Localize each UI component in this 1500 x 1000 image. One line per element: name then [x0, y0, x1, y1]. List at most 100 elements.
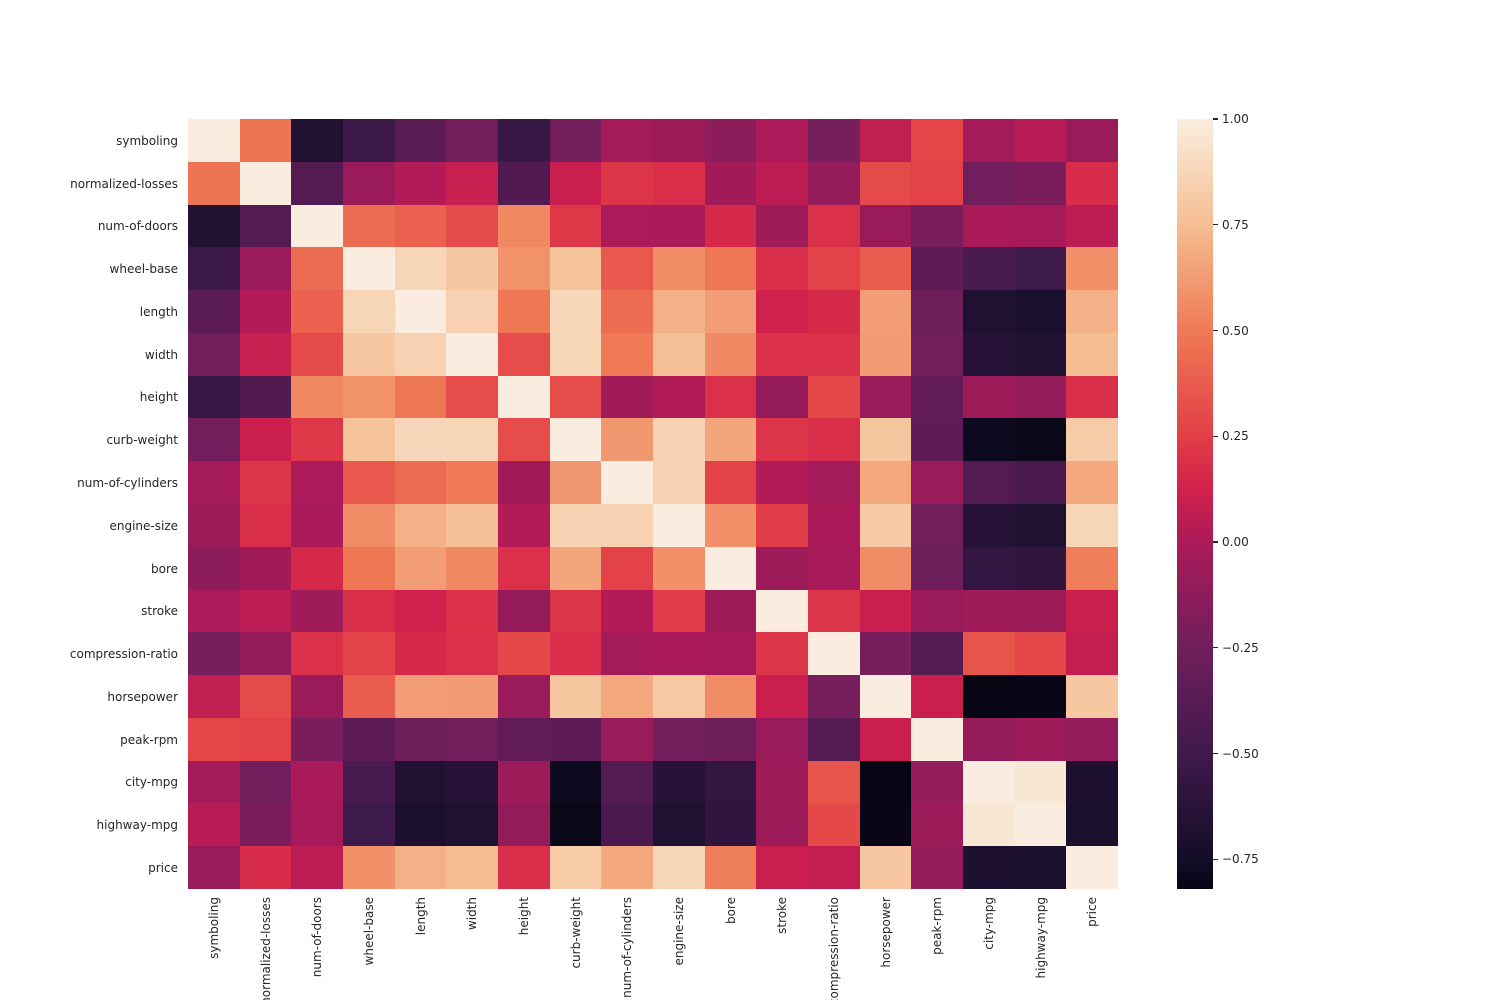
heatmap-cell	[963, 504, 1015, 547]
heatmap-cell	[1015, 418, 1066, 461]
heatmap-cell	[705, 803, 756, 846]
heatmap-cell	[498, 376, 550, 418]
heatmap-cell	[291, 333, 343, 376]
y-tick-label: horsepower	[107, 689, 178, 704]
heatmap-cell	[911, 504, 963, 547]
heatmap-cell	[860, 461, 911, 504]
heatmap-cell	[395, 675, 446, 718]
heatmap-cell	[1015, 461, 1066, 504]
heatmap-cell	[756, 590, 808, 632]
heatmap-cell	[395, 376, 446, 418]
heatmap-cell	[291, 718, 343, 761]
heatmap-cell	[395, 333, 446, 376]
heatmap-cell	[963, 418, 1015, 461]
x-tick-label: height	[498, 897, 550, 1000]
x-tick-label: stroke	[756, 897, 808, 1000]
heatmap-cell	[653, 333, 705, 376]
heatmap-cell	[1015, 846, 1066, 889]
heatmap-cell	[756, 718, 808, 761]
heatmap-cell	[1015, 590, 1066, 632]
heatmap-cell	[498, 247, 550, 290]
heatmap-cell	[860, 718, 911, 761]
heatmap-cell	[550, 590, 601, 632]
heatmap-cell	[343, 290, 395, 333]
heatmap-cell	[963, 247, 1015, 290]
x-tick-label-text: num-of-cylinders	[620, 897, 634, 998]
heatmap-cell	[911, 675, 963, 718]
heatmap-cell	[756, 119, 808, 162]
heatmap-cell	[395, 846, 446, 889]
heatmap-cell	[963, 547, 1015, 590]
heatmap-cell	[653, 504, 705, 547]
heatmap-cell	[188, 632, 240, 675]
colorbar-tick-mark	[1213, 435, 1218, 437]
heatmap-cell	[911, 461, 963, 504]
y-tick-label: peak-rpm	[120, 732, 178, 747]
heatmap-cell	[291, 590, 343, 632]
heatmap-cell	[550, 162, 601, 205]
heatmap-cell	[601, 761, 653, 803]
heatmap-cell	[1066, 418, 1118, 461]
heatmap-cell	[1066, 247, 1118, 290]
heatmap-cell	[756, 162, 808, 205]
colorbar-tick-mark	[1213, 541, 1218, 543]
heatmap-cell	[653, 718, 705, 761]
heatmap-cell	[860, 761, 911, 803]
heatmap-cell	[808, 803, 860, 846]
heatmap-cell	[446, 205, 498, 247]
heatmap-cell	[808, 547, 860, 590]
heatmap-cell	[756, 504, 808, 547]
heatmap-cell	[395, 205, 446, 247]
heatmap-cell	[550, 761, 601, 803]
heatmap-cell	[395, 290, 446, 333]
heatmap-cell	[240, 632, 291, 675]
heatmap-cell	[188, 461, 240, 504]
heatmap-cell	[550, 461, 601, 504]
heatmap-cell	[653, 590, 705, 632]
x-tick-label: bore	[705, 897, 756, 1000]
heatmap-cell	[550, 290, 601, 333]
heatmap-cell	[395, 547, 446, 590]
colorbar-tick-label: −0.75	[1222, 852, 1259, 867]
heatmap-cell	[653, 846, 705, 889]
heatmap-cell	[550, 376, 601, 418]
heatmap-cell	[601, 718, 653, 761]
heatmap-cell	[395, 461, 446, 504]
heatmap-cell	[240, 761, 291, 803]
heatmap-cell	[653, 119, 705, 162]
heatmap-cell	[653, 547, 705, 590]
heatmap-cell	[240, 119, 291, 162]
heatmap-cell	[498, 162, 550, 205]
heatmap-cell	[756, 376, 808, 418]
heatmap-cell	[498, 461, 550, 504]
heatmap-cell	[446, 846, 498, 889]
heatmap-cell	[808, 461, 860, 504]
heatmap-cell	[860, 290, 911, 333]
heatmap-cell	[446, 461, 498, 504]
heatmap-cell	[1066, 632, 1118, 675]
heatmap-cell	[1066, 461, 1118, 504]
x-tick-label: symboling	[188, 897, 240, 1000]
heatmap-cell	[1066, 761, 1118, 803]
heatmap-cell	[291, 247, 343, 290]
colorbar-tick-label: −0.25	[1222, 640, 1259, 655]
heatmap-cell	[240, 205, 291, 247]
colorbar-tick-label: 0.25	[1222, 429, 1249, 444]
heatmap-cell	[860, 376, 911, 418]
heatmap-cell	[498, 803, 550, 846]
heatmap-cell	[756, 675, 808, 718]
heatmap-cell	[653, 162, 705, 205]
heatmap-cell	[550, 205, 601, 247]
heatmap-cell	[240, 247, 291, 290]
heatmap-cell	[1015, 547, 1066, 590]
heatmap-cell	[911, 290, 963, 333]
y-tick-label: curb-weight	[106, 432, 178, 447]
heatmap-cell	[808, 846, 860, 889]
heatmap-cell	[705, 162, 756, 205]
heatmap-cell	[188, 333, 240, 376]
heatmap-cell	[808, 504, 860, 547]
heatmap-cell	[601, 461, 653, 504]
x-tick-label-text: curb-weight	[568, 897, 583, 969]
heatmap-cell	[808, 718, 860, 761]
heatmap-cell	[188, 846, 240, 889]
